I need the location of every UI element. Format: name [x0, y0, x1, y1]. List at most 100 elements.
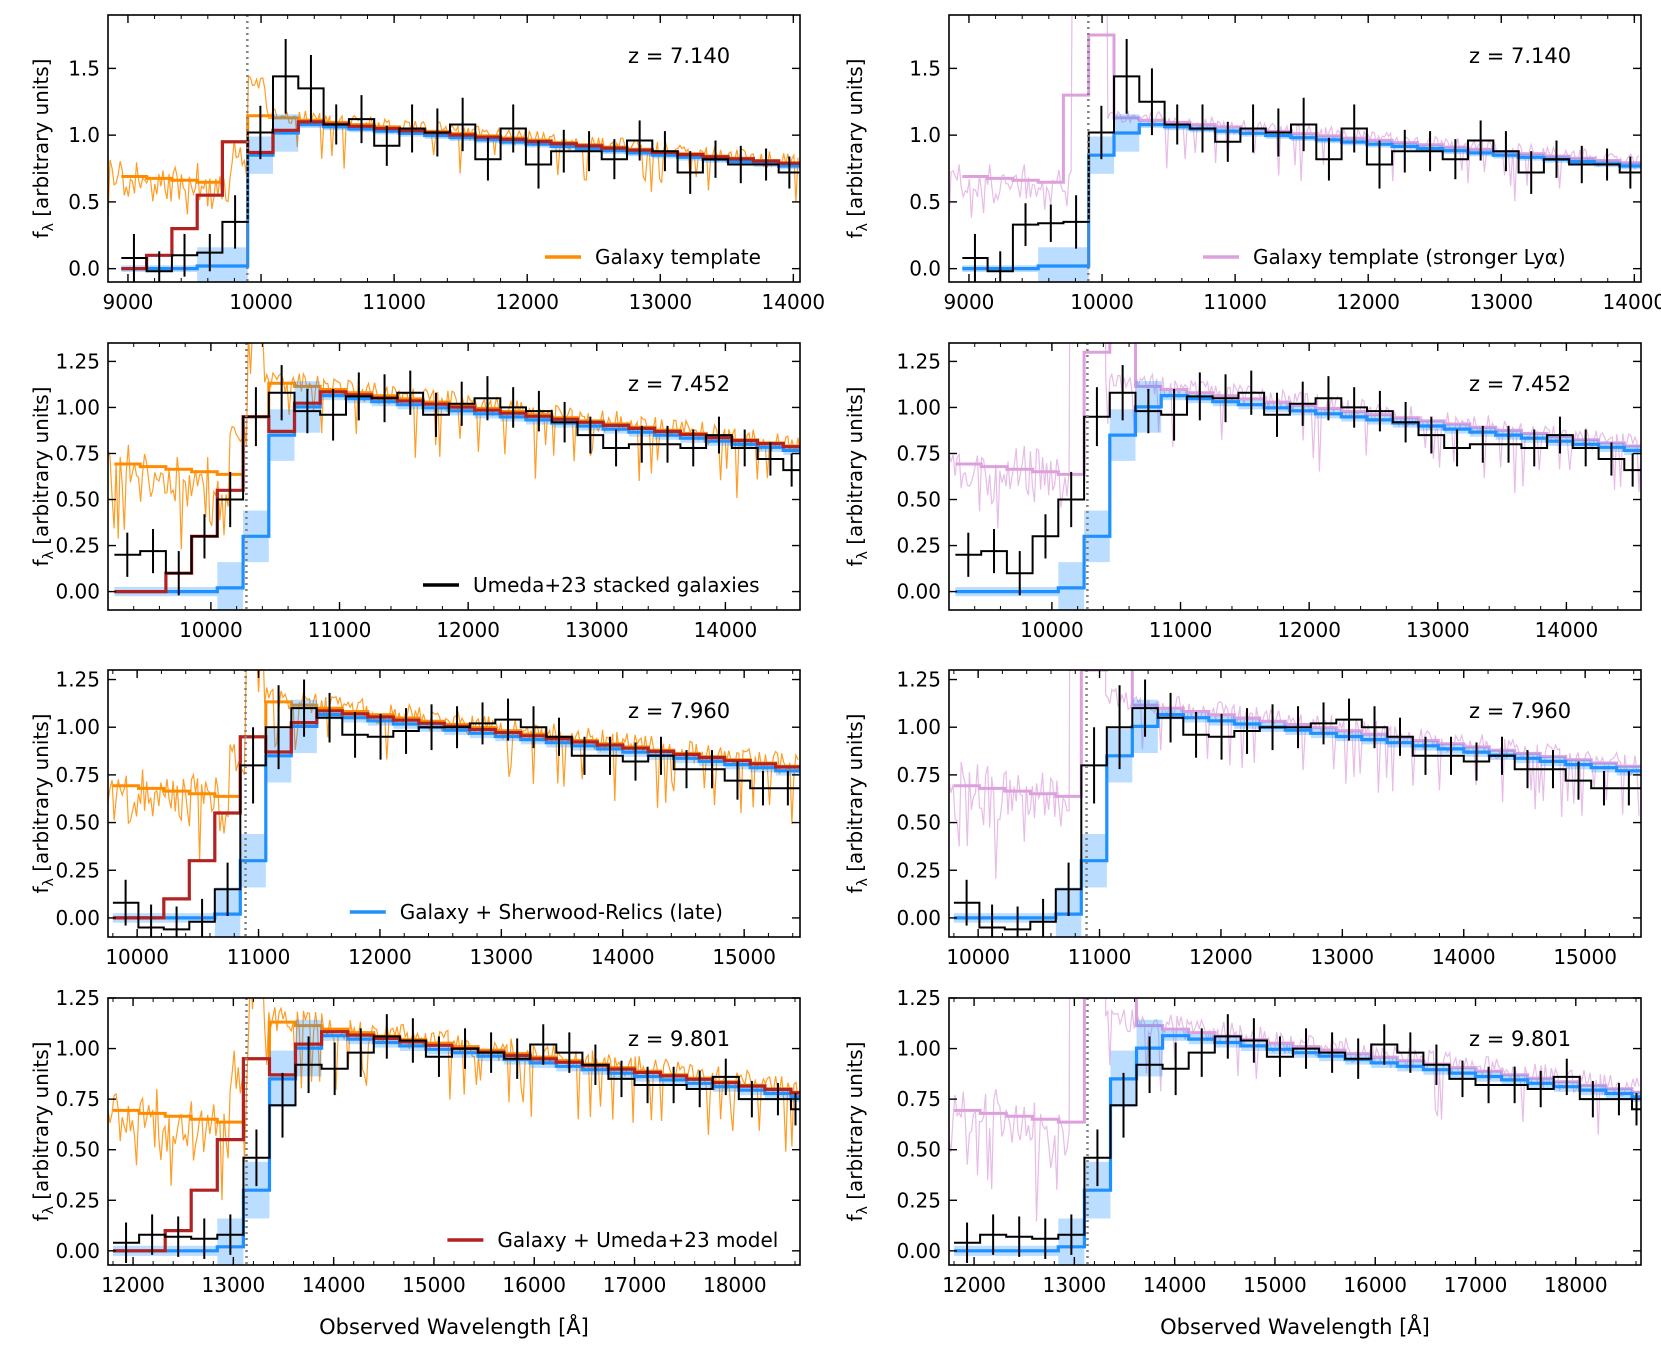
y-tick-label: 1.00 — [896, 715, 941, 739]
y-axis-label: fλ [arbitrary units] — [843, 59, 871, 239]
plot-area — [949, 670, 1641, 937]
x-tick-label: 12000 — [1336, 290, 1400, 314]
axes-frame — [948, 342, 1642, 611]
y-tick-label: 0.75 — [896, 763, 941, 787]
y-tick-label: 0.75 — [55, 1087, 100, 1111]
panel-0-1: 9000 10000 11000 12000 13000 14000 0.0 0.5 1.0 1.… — [843, 14, 1661, 314]
template-binned — [114, 381, 800, 476]
y-tick-label: 0.75 — [55, 763, 100, 787]
blue-model — [955, 394, 1641, 594]
blue-model — [953, 713, 1641, 920]
red-model — [114, 390, 800, 594]
ylabel-f: f — [29, 230, 53, 238]
y-tick-label: 1.00 — [55, 715, 100, 739]
x-tick-label: 12000 — [942, 1273, 1006, 1297]
x-tick-label: 10000 — [1070, 290, 1134, 314]
x-tick-label: 13000 — [628, 290, 692, 314]
ylabel-rest: [arbitrary units] — [843, 59, 867, 224]
plot-area — [949, 15, 1641, 282]
redshift-label: z = 7.452 — [1469, 372, 1571, 396]
x-tick-label: 12000 — [1277, 618, 1341, 642]
x-tick-label: 15000 — [402, 1273, 466, 1297]
ylabel-f: f — [843, 230, 867, 238]
y-tick-label: 0.75 — [55, 441, 100, 465]
x-tick-label: 10000 — [105, 945, 169, 969]
y-tick-label: 1.5 — [909, 56, 941, 80]
y-tick-label: 1.0 — [68, 123, 100, 147]
x-tick-label: 14000 — [1535, 618, 1599, 642]
y-tick-label: 1.00 — [55, 1037, 100, 1061]
x-tick-label: 9000 — [103, 290, 154, 314]
ylabel-f: f — [843, 885, 867, 893]
y-tick-label: 1.25 — [55, 349, 100, 373]
ylabel-sub: λ — [855, 223, 871, 231]
y-tick-label: 0.50 — [55, 811, 100, 835]
y-axis-label: fλ [arbitrary units] — [843, 1042, 871, 1222]
y-tick-label: 0.25 — [55, 1188, 100, 1212]
ylabel-f: f — [29, 885, 53, 893]
y-tick-label: 0.50 — [896, 488, 941, 512]
panel-2-1: 10000 11000 12000 13000 14000 15000 0.00 0.25 0.… — [843, 668, 1642, 969]
panel-0-0: 9000 10000 11000 12000 13000 14000 0.0 0.5 1.0 1.… — [29, 14, 826, 314]
y-tick-label: 0.00 — [55, 906, 100, 930]
x-tick-label: 11000 — [362, 290, 426, 314]
x-tick-label: 15000 — [1243, 1273, 1307, 1297]
x-tick-label: 10000 — [946, 945, 1010, 969]
ylabel-rest: [arbitrary units] — [843, 714, 867, 879]
observed-step — [955, 391, 1641, 575]
x-tick-label: 12000 — [436, 618, 500, 642]
ylabel-rest: [arbitrary units] — [843, 387, 867, 552]
ylabel-rest: [arbitrary units] — [29, 387, 53, 552]
ylabel-sub: λ — [41, 551, 57, 559]
y-tick-label: 0.25 — [55, 534, 100, 558]
redshift-label: z = 7.960 — [1469, 699, 1571, 723]
blue-model — [954, 1034, 1641, 1253]
plot-area — [108, 15, 800, 282]
y-tick-label: 0.50 — [896, 811, 941, 835]
y-tick-label: 1.0 — [909, 123, 941, 147]
y-tick-label: 0.00 — [896, 580, 941, 604]
x-tick-label: 9000 — [944, 290, 995, 314]
y-tick-label: 0.25 — [896, 534, 941, 558]
y-tick-label: 0.5 — [909, 190, 941, 214]
x-tick-label: 18000 — [703, 1273, 767, 1297]
redshift-label: z = 7.452 — [628, 372, 730, 396]
ylabel-rest: [arbitrary units] — [29, 59, 53, 224]
blue-band — [1058, 562, 1085, 610]
plot-area — [108, 670, 800, 937]
x-tick-label: 13000 — [1043, 1273, 1107, 1297]
x-tick-label: 13000 — [1469, 290, 1533, 314]
x-tick-label: 10000 — [229, 290, 293, 314]
ylabel-rest: [arbitrary units] — [29, 714, 53, 879]
plot-area — [108, 343, 800, 610]
y-tick-label: 1.25 — [896, 668, 941, 692]
x-tick-label: 10000 — [1020, 618, 1084, 642]
redshift-label: z = 7.140 — [628, 44, 730, 68]
template-spectrum — [108, 343, 800, 550]
y-tick-label: 0.50 — [55, 1138, 100, 1162]
x-tick-label: 16000 — [1343, 1273, 1407, 1297]
template-spectrum — [949, 15, 1640, 225]
x-tick-label: 12000 — [348, 945, 412, 969]
axes-frame — [107, 669, 801, 938]
axes-frame — [948, 14, 1642, 283]
y-tick-label: 0.50 — [55, 488, 100, 512]
redshift-label: z = 7.140 — [1469, 44, 1571, 68]
observed-step — [954, 1035, 1641, 1244]
y-tick-label: 1.5 — [68, 56, 100, 80]
y-tick-label: 0.0 — [68, 257, 100, 281]
x-axis-label: Observed Wavelength [Å] — [1160, 1313, 1430, 1339]
panel-3-1: 12000 13000 14000 15000 16000 17000 18000 0.00 0… — [843, 986, 1642, 1297]
redshift-label: z = 9.801 — [1469, 1027, 1571, 1051]
axes-frame — [107, 342, 801, 611]
ylabel-sub: λ — [41, 1206, 57, 1214]
y-tick-label: 0.25 — [55, 858, 100, 882]
y-tick-label: 0.75 — [896, 1087, 941, 1111]
panel-2-0: 10000 11000 12000 13000 14000 15000 0.00 0.25 0.… — [29, 668, 801, 969]
x-tick-label: 11000 — [1068, 945, 1132, 969]
redshift-label: z = 7.960 — [628, 699, 730, 723]
y-tick-label: 0.5 — [68, 190, 100, 214]
observed-step — [114, 391, 800, 575]
ylabel-sub: λ — [41, 223, 57, 231]
x-tick-label: 14000 — [762, 290, 826, 314]
